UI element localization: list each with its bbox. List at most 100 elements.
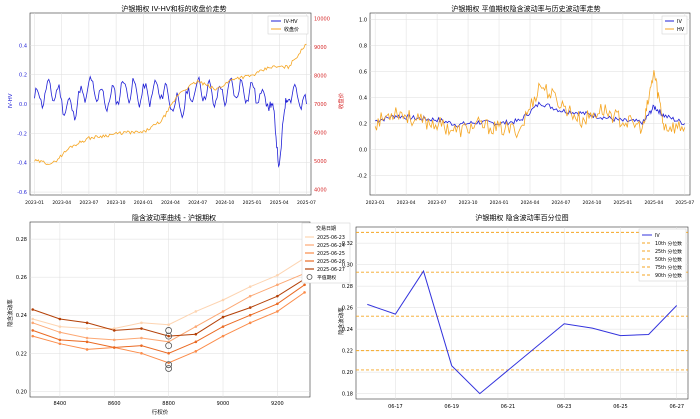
x-tick-label: 2024-01 [134,200,153,206]
legend-label: 平值期权 [317,274,336,281]
chart-title: 隐含波动率曲线 - 沪银期权 [132,213,216,222]
y-axis-label: 隐含波动率 [6,299,14,327]
data-point [112,327,116,330]
x-tick-label: 2024-07 [188,200,207,206]
y-tick-label: 0.18 [342,392,353,398]
y2-tick-label: 5000 [314,159,327,165]
series-line [34,75,307,168]
data-point [194,310,198,313]
data-point [167,361,170,365]
y-tick-label: 0.22 [342,349,353,355]
y-tick-label: 0.20 [16,389,27,395]
data-point [140,321,143,325]
data-point [58,317,62,321]
data-point [167,323,170,327]
x-tick-label: 2025-01 [613,200,632,206]
y-tick-label: 0.20 [342,370,353,376]
data-point [194,325,198,328]
series-line [367,269,678,395]
y2-tick-label: 7000 [314,102,327,108]
legend-box [638,228,687,282]
legend-label: 10th 分位数 [655,240,682,247]
y-tick-label: 0.0 [19,102,27,108]
y2-tick-label: 10000 [314,17,330,23]
data-point [167,334,170,338]
y-axis-label-right: 收盘价 [337,92,345,109]
data-point [31,329,35,332]
y-tick-label: 0.30 [342,263,353,269]
legend-label: 2025-06-27 [317,267,345,273]
x-tick-label: 8400 [54,401,67,407]
legend-label: 收盘价 [284,26,299,33]
data-point [31,334,35,338]
chart-title: 沪银期权 IV-HV和标的收盘价走势 [121,4,226,13]
plot-frame [355,226,689,400]
x-tick-label: 2025-04 [644,200,663,206]
data-point [140,336,143,340]
legend-swatch [306,274,313,280]
series-line [375,101,686,128]
data-point [276,273,279,277]
data-point [140,327,143,330]
legend-label: 2025-06-23 [317,235,345,241]
y-tick-label: 0.28 [342,284,353,290]
y-tick-label: 0.28 [16,237,27,243]
x-tick-label: 9200 [271,401,284,407]
series-line [374,70,686,139]
x-tick-label: 2025-07 [675,200,694,206]
y-tick-label: -0.6 [17,190,27,196]
atm-marker [165,332,173,340]
plot-frame [29,221,311,398]
y-tick-label: 0.4 [19,43,27,49]
data-point [248,285,252,288]
data-point [31,308,35,311]
data-point [31,321,35,325]
data-point [248,321,252,325]
panel-vol-smile: 隐含波动率曲线 - 沪银期权 行权价 隐含波动率 0.20 0.22 0.24 0.2… [6,213,351,416]
y2-tick-label: 9000 [314,45,327,51]
legend-label: IV [677,19,682,25]
x-tick-label: 2024-10 [215,200,234,206]
data-point [276,283,279,287]
x-tick-label: 2024-01 [490,200,509,206]
y-tick-label: -0.2 [357,174,367,180]
data-point [303,283,306,287]
data-point [221,334,225,338]
legend-label: IV-HV [284,19,298,25]
legend-label: IV [655,233,660,239]
data-point [58,342,62,346]
y-tick-label: 0.2 [359,122,367,128]
x-tick-label: 2023-01 [25,200,44,206]
series-line [34,43,307,165]
data-point [85,327,89,330]
x-tick-label: 2023-07 [80,200,99,206]
y-tick-label: 1.0 [359,18,367,24]
data-point [112,346,116,349]
chart-title: 沪银期权 隐含波动率百分位图 [475,213,568,222]
data-point [276,310,279,313]
y-axis-label-left: IV-HV [8,93,14,108]
data-point [276,294,279,298]
data-point [167,351,170,355]
legend-label: HV [677,27,685,33]
data-point [85,340,89,344]
data-point [58,338,62,342]
y-tick-label: 0.26 [16,275,27,281]
y-tick-label: 0.32 [342,241,353,247]
x-tick-label: 8800 [162,401,175,407]
y-tick-label: 0.0 [359,148,367,154]
data-point [85,336,89,340]
legend: 交易日期 2025-06-23 2025-06-24 2025-06-25 2025-0… [301,222,351,284]
y-tick-label: 0.26 [342,306,353,312]
data-point [31,317,35,321]
x-tick-label: 2023-07 [428,200,447,206]
y-tick-label: 0.8 [359,44,367,50]
x-tick-label: 2024-04 [161,200,180,206]
x-tick-label: 2025-04 [270,200,289,206]
data-point [221,325,225,328]
data-point [58,331,62,334]
data-point [58,325,62,328]
y-tick-label: -0.4 [17,161,27,167]
x-tick-label: 06-25 [613,404,628,410]
